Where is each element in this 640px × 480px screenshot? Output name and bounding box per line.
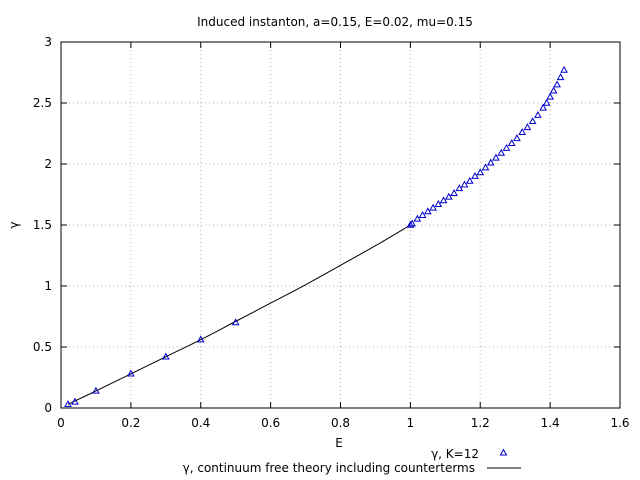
- data-point: [546, 92, 554, 100]
- x-tick-label: 0: [57, 416, 65, 430]
- data-point: [455, 184, 464, 192]
- data-point: [439, 196, 448, 204]
- data-point: [507, 139, 516, 146]
- y-axis-label: γ: [7, 221, 21, 228]
- legend-marker-k12: [499, 448, 508, 456]
- data-point: [518, 128, 527, 135]
- axis-tick-labels: 0 0.2 0.4 0.6 0.8 1 1.2 1.4 1.6 0 0.5 1 1.5 2 2.5 3: [33, 35, 630, 430]
- data-point: [450, 189, 458, 196]
- series-continuum-line: [67, 224, 411, 405]
- y-tick-label: 1.5: [33, 218, 52, 232]
- x-tick-label: 1.2: [471, 416, 490, 430]
- data-point: [460, 180, 469, 188]
- data-point: [465, 176, 474, 184]
- data-point: [64, 400, 72, 408]
- data-point: [196, 335, 205, 343]
- data-point: [481, 163, 490, 171]
- data-point: [513, 134, 521, 142]
- data-point: [413, 214, 422, 222]
- data-point: [534, 110, 542, 118]
- legend-label-continuum: γ, continuum free theory including count…: [183, 461, 475, 475]
- data-point: [471, 171, 479, 179]
- data-point: [556, 73, 565, 81]
- legend-label-k12: γ, K=12: [431, 447, 479, 461]
- data-point: [476, 168, 485, 176]
- data-point: [528, 117, 537, 124]
- data-point: [444, 192, 453, 200]
- chart-title: Induced instanton, a=0.15, E=0.02, mu=0.…: [197, 15, 473, 29]
- data-point: [542, 98, 551, 106]
- data-point: [429, 203, 437, 211]
- y-tick-label: 0.5: [33, 340, 52, 354]
- grid: [61, 42, 620, 408]
- y-tick-label: 3: [44, 35, 52, 49]
- data-point: [539, 103, 547, 111]
- data-point: [71, 397, 79, 405]
- data-point: [434, 200, 443, 207]
- data-point: [560, 65, 568, 73]
- x-tick-label: 0.2: [121, 416, 140, 430]
- data-point: [418, 211, 427, 218]
- data-point: [406, 220, 415, 228]
- data-point: [92, 386, 100, 394]
- continuum-curve: [67, 224, 411, 405]
- x-axis-label: E: [335, 436, 343, 450]
- data-point: [492, 153, 500, 161]
- legend: γ, K=12 γ, continuum free theory includi…: [183, 447, 521, 475]
- y-tick-label: 1: [44, 279, 52, 293]
- x-tick-label: 0.6: [261, 416, 280, 430]
- y-tick-label: 0: [44, 401, 52, 415]
- x-tick-label: 1.6: [610, 416, 629, 430]
- plot-frame: [60, 41, 621, 409]
- x-tick-label: 1.4: [541, 416, 560, 430]
- data-point: [486, 158, 495, 166]
- data-point: [497, 148, 506, 156]
- x-tick-label: 0.8: [331, 416, 350, 430]
- data-point: [502, 143, 511, 151]
- data-point: [553, 80, 561, 88]
- y-tick-label: 2.5: [33, 96, 52, 110]
- data-point: [231, 318, 240, 326]
- data-point: [127, 369, 135, 377]
- data-point: [423, 207, 432, 215]
- x-tick-label: 0.4: [191, 416, 210, 430]
- x-tick-label: 1: [407, 416, 415, 430]
- data-point: [161, 352, 170, 360]
- series-k12-points: [64, 65, 568, 408]
- y-tick-label: 2: [44, 157, 52, 171]
- data-point: [549, 86, 558, 94]
- data-point: [408, 219, 416, 227]
- data-point: [523, 123, 532, 131]
